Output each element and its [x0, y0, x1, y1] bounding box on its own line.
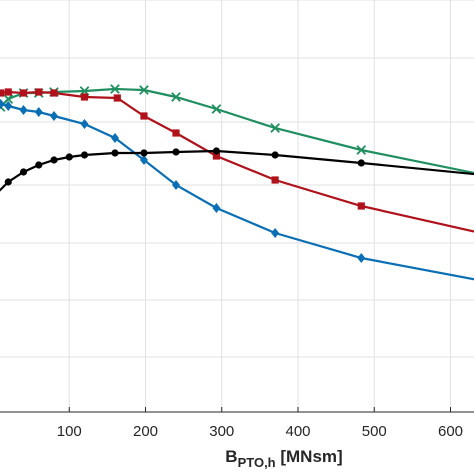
data-point-circle	[80, 151, 89, 159]
series-1	[0, 88, 474, 233]
series-line	[0, 87, 474, 175]
x-tick-label: 400	[285, 423, 310, 440]
data-point-diamond	[111, 133, 119, 143]
data-point-circle	[271, 151, 279, 159]
x-axis-title-subscript: PTO,h	[238, 455, 276, 470]
data-point-square	[140, 112, 148, 120]
data-point-diamond	[4, 101, 13, 111]
data-point-diamond	[172, 180, 180, 190]
data-point-circle	[111, 149, 119, 157]
x-tick-label: 200	[133, 423, 158, 440]
data-point-diamond	[212, 203, 221, 213]
data-point-diamond	[34, 107, 43, 117]
data-point-square	[19, 89, 28, 97]
data-point-circle	[357, 159, 365, 167]
data-point-diamond	[0, 99, 5, 109]
x-axis-title-main: B	[225, 447, 237, 466]
series-layer	[0, 84, 474, 281]
data-point-diamond	[80, 119, 89, 129]
grid	[0, 0, 474, 413]
data-point-square	[4, 88, 12, 96]
series-line	[0, 102, 474, 281]
data-point-x	[139, 85, 149, 95]
data-point-square	[50, 89, 58, 97]
data-point-circle	[212, 147, 221, 155]
data-point-square	[357, 202, 365, 210]
x-axis-title: BPTO,h [MNsm]	[225, 447, 342, 470]
data-point-square	[212, 152, 221, 160]
x-tick-label: 300	[209, 423, 234, 440]
data-point-square	[35, 88, 43, 96]
data-point-diamond	[19, 105, 28, 115]
data-point-diamond	[50, 111, 58, 121]
data-point-square	[113, 94, 121, 102]
data-point-circle	[35, 161, 43, 169]
data-point-circle	[50, 156, 58, 164]
x-tick-label: 500	[362, 423, 387, 440]
x-tick-labels: 0100200300400500600700	[57, 407, 463, 440]
series-0	[0, 84, 474, 175]
data-point-square	[0, 89, 5, 97]
series-2	[0, 99, 474, 281]
data-point-x	[110, 84, 120, 94]
data-point-diamond	[271, 228, 280, 238]
data-point-square	[271, 176, 279, 184]
data-point-circle	[172, 148, 180, 156]
data-point-circle	[4, 178, 12, 186]
data-point-diamond	[357, 253, 366, 263]
data-point-x	[356, 145, 367, 155]
x-tick-label: 100	[57, 423, 82, 440]
x-tick-label: 600	[438, 423, 463, 440]
series-3	[0, 147, 474, 192]
data-point-x	[211, 104, 222, 114]
data-point-circle	[65, 153, 73, 161]
data-point-circle	[140, 149, 148, 157]
data-point-square	[80, 93, 89, 101]
data-point-diamond	[139, 155, 148, 165]
data-point-x	[3, 94, 14, 104]
data-point-square	[172, 129, 180, 137]
data-point-circle	[19, 168, 28, 176]
data-point-x	[171, 92, 181, 102]
data-point-x	[270, 123, 280, 133]
x-axis-title-unit: [MNsm]	[276, 447, 343, 466]
